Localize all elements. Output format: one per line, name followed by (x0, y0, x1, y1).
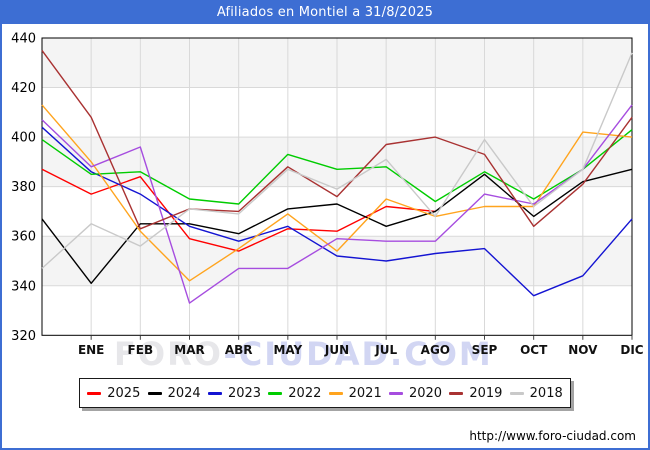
x-axis-label: AGO (421, 343, 450, 357)
legend-label-2021: 2021 (348, 385, 382, 401)
series-line-2022 (41, 129, 633, 205)
y-axis-label: 360 (11, 230, 36, 245)
chart-legend: 2025 2024 2023 2022 2021 2020 2019 2018 (79, 378, 571, 408)
legend-dash-2018 (509, 391, 524, 395)
legend-item-2021: 2021 (328, 385, 382, 401)
legend-item-2024: 2024 (147, 385, 201, 401)
footer-url[interactable]: http://www.foro-ciudad.com (469, 429, 636, 443)
legend-label-2020: 2020 (408, 385, 443, 401)
series-line-2025 (41, 168, 436, 252)
y-axis-label: 400 (11, 131, 36, 146)
series-line-2019 (41, 49, 633, 230)
legend-dash-2025 (87, 391, 102, 395)
x-axis-label: FEB (128, 343, 154, 357)
legend-item-2018: 2018 (509, 385, 563, 401)
series-line-2018 (41, 52, 633, 269)
x-axis-label: MAY (273, 343, 302, 357)
y-axis-label: 340 (11, 279, 36, 294)
x-axis-label: ENE (78, 343, 104, 357)
legend-dash-2020 (388, 391, 403, 395)
y-axis-label: 380 (11, 180, 36, 195)
x-axis-label: JUL (374, 343, 397, 357)
y-axis-label: 440 (11, 32, 36, 47)
series-line-2024 (41, 168, 633, 284)
x-axis-label: JUN (324, 343, 349, 357)
watermark: FORO-CIUDAD.COM (114, 335, 493, 373)
y-axis-label: 420 (11, 81, 36, 96)
y-axis-label: 320 (11, 329, 36, 344)
legend-label-2023: 2023 (227, 385, 262, 401)
x-axis-label: MAR (174, 343, 204, 357)
legend-dash-2021 (328, 391, 343, 395)
legend-dash-2022 (268, 391, 283, 395)
x-axis-label: OCT (520, 343, 548, 357)
legend-label-2022: 2022 (288, 385, 322, 401)
legend-dash-2023 (207, 391, 222, 395)
x-axis-label: ABR (225, 343, 253, 357)
legend-label-2024: 2024 (167, 385, 201, 401)
series-line-2020 (41, 104, 633, 304)
legend-item-2022: 2022 (268, 386, 321, 401)
legend-label-2025: 2025 (107, 385, 141, 401)
x-axis-label: DIC (620, 343, 643, 357)
legend-item-2020: 2020 (388, 385, 443, 401)
chart-title: Afiliados en Montiel a 31/8/2025 (2, 2, 648, 24)
x-axis-label: NOV (568, 343, 598, 357)
legend-label-2018: 2018 (529, 385, 563, 401)
legend-dash-2019 (449, 391, 464, 395)
legend-dash-2024 (147, 391, 162, 395)
legend-item-2025: 2025 (87, 386, 140, 401)
legend-item-2023: 2023 (207, 385, 262, 401)
x-axis-label: SEP (472, 343, 498, 357)
legend-label-2019: 2019 (469, 385, 503, 401)
series-line-2023 (41, 126, 633, 297)
legend-item-2019: 2019 (449, 386, 502, 401)
